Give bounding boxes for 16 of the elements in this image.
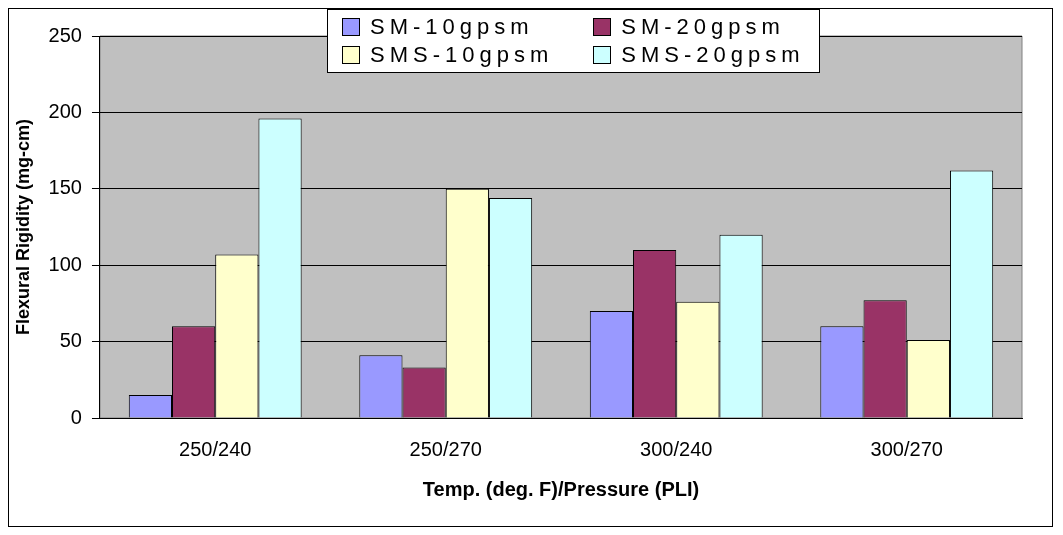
y-tick-label: 0: [70, 405, 82, 428]
legend-label: SM-10gpsm: [370, 14, 534, 40]
y-tick-label: 50: [59, 329, 82, 352]
y-tick-label: 200: [48, 99, 82, 122]
x-tick-label: 300/240: [640, 437, 713, 460]
y-tick-label: 250: [48, 23, 82, 46]
y-tick-label: 100: [48, 252, 82, 275]
x-tick-label: 250/240: [179, 437, 252, 460]
legend-label: SMS-10gpsm: [370, 42, 554, 68]
y-tick-label: 150: [48, 176, 82, 199]
legend-label: SM-20gpsm: [621, 14, 785, 40]
x-tick-label: 300/270: [870, 437, 943, 460]
x-axis-title: Temp. (deg. F)/Pressure (PLI): [422, 477, 700, 500]
y-axis-title: Flexural Rigidity (mg-cm): [12, 118, 33, 336]
legend-label: SMS-20gpsm: [621, 42, 805, 68]
x-tick-label: 250/270: [409, 437, 482, 460]
